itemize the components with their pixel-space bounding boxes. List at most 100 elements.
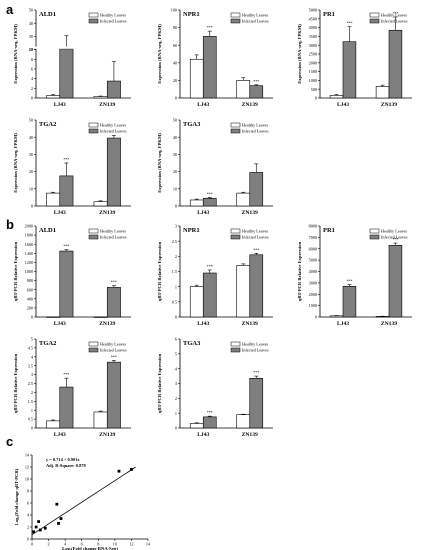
y-tick-label: 50 [173, 118, 177, 123]
legend-swatch-infected [230, 234, 241, 240]
y-axis-label: qRT-PCR Relative Expression [13, 241, 18, 301]
x-tick-label: LJ43 [337, 321, 349, 327]
y-tick-label: 6 [31, 67, 33, 72]
y-tick-label: 8 [27, 489, 29, 494]
y-tick-label: 6 [27, 501, 29, 506]
legend-label-infected: Infected Leaves [100, 19, 127, 24]
legend-label-infected: Infected Leaves [100, 235, 127, 240]
x-tick-label: 10 [113, 542, 117, 547]
legend-label-healthy: Healthy Leaves [381, 13, 408, 18]
y-axis-label: Expression (RNA-seq, FPKM) [157, 133, 162, 193]
y-axis-label: qRT-PCR Relative Expression [157, 353, 162, 413]
legend-label-healthy: Healthy Leaves [381, 229, 408, 234]
legend-label-infected: Infected Leaves [381, 19, 408, 24]
regression-r-square: Adj. R-Square: 0.878 [46, 463, 86, 468]
legend-swatch-healthy [88, 122, 99, 128]
bar-chart-pr1-b: 0 1000 2000 3000 4000 5000 6000 7000 8000 PR1 qRT-… [297, 224, 412, 327]
scatter-point [59, 517, 63, 520]
y-tick-label: 0 [31, 426, 33, 431]
y-tick-label: 1600 [25, 242, 33, 247]
significance-marker: *** [346, 21, 352, 26]
legend-swatch-infected [369, 234, 380, 240]
y-tick-label: 0.5 [28, 417, 33, 422]
x-tick-label: ZN139 [381, 321, 397, 327]
x-tick-label: LJ43 [197, 321, 209, 327]
y-tick-label: 2 [175, 254, 177, 259]
x-tick-label: ZN139 [99, 210, 115, 216]
chart-title: PR1 [323, 11, 335, 18]
bar-chart-tga2-a: 0 10 20 30 40 50 TGA2 Expression (RNA-seq, FPKM… [13, 118, 131, 216]
bar-healthy-lj43 [329, 315, 344, 318]
x-tick-label: ZN139 [242, 210, 258, 216]
legend-swatch-healthy [230, 228, 241, 234]
y-tick-label: 6 [175, 337, 177, 342]
legend-swatch-healthy [230, 341, 241, 347]
y-tick-label: 3 [175, 381, 177, 386]
bar-chart-tga3-a: 0 10 20 30 40 50 TGA3 Expression (RNA-seq, FPKM… [157, 118, 273, 216]
legend-swatch-healthy [369, 12, 380, 18]
y-tick-label: 0 [31, 315, 33, 320]
bar-healthy-lj43 [189, 58, 204, 99]
scatter-point [38, 528, 42, 532]
bar-healthy-lj43 [46, 420, 61, 429]
panel-label-c: c [6, 434, 14, 449]
regression-equation: y = 0.714 + 0.901x [46, 457, 80, 462]
y-axis-label: qRT-PCR Relative Expression [157, 241, 162, 301]
legend-label-infected: Infected Leaves [100, 129, 127, 134]
regression-line [31, 466, 136, 536]
y-tick-label: 50 [29, 8, 33, 13]
y-tick-label: 1 [175, 284, 177, 289]
x-tick-label: ZN139 [242, 321, 258, 327]
bar-infected-lj43 [59, 175, 74, 207]
y-axis-label: Expression (RNA-seq, FPKM) [157, 24, 162, 84]
y-tick-label: 3500 [309, 34, 317, 39]
bar-chart-npr1-b: 0 0.5 1 1.5 2 2.5 3 NPR1 qRT-PCR Relative Expres… [157, 224, 273, 327]
significance-marker: *** [392, 11, 398, 16]
y-axis-label: Expression (RNA-seq, FPKM) [13, 24, 18, 84]
y-tick-label: 0 [31, 204, 33, 209]
x-tick-label: 0 [31, 542, 33, 547]
y-tick-label: 30 [173, 152, 177, 157]
bar-infected-zn139 [106, 80, 121, 99]
x-tick-label: 12 [129, 542, 133, 547]
scatter-point [37, 520, 41, 523]
y-tick-label: 100 [171, 8, 177, 13]
y-tick-label: 3 [31, 372, 33, 377]
legend-swatch-infected [230, 128, 241, 134]
y-tick-label: 8000 [309, 224, 317, 229]
y-tick-label: 40 [173, 60, 177, 65]
y-tick-label: 1000 [25, 269, 33, 274]
legend-swatch-healthy [230, 122, 241, 128]
y-tick-label: 3000 [309, 280, 317, 285]
y-tick-label: 10 [173, 186, 177, 191]
x-tick-label: LJ43 [54, 432, 66, 438]
significance-marker: *** [253, 370, 259, 375]
legend-label-healthy: Healthy Leaves [242, 123, 269, 128]
y-tick-label: 30 [29, 152, 33, 157]
x-tick-label: 2 [48, 542, 50, 547]
y-tick-label: 40 [173, 135, 177, 140]
x-tick-label: LJ43 [337, 102, 349, 108]
bar-healthy-zn139 [375, 316, 390, 318]
y-tick-label: 1000 [309, 303, 317, 308]
significance-marker: *** [207, 25, 213, 30]
bar-chart-npr1-a: 0 20 40 60 80 100 NPR1 Expression (RNA-seq, FPK… [157, 8, 273, 108]
x-tick-label: 8 [97, 542, 99, 547]
bar-healthy-zn139 [236, 192, 251, 207]
y-axis-label: Log₂(Fold change qRT-PCR) [14, 468, 19, 525]
x-tick-label: LJ43 [197, 102, 209, 108]
x-tick-label: 4 [64, 542, 67, 547]
y-tick-label: 1400 [25, 251, 33, 256]
chart-title: TGA2 [39, 340, 56, 347]
scatter-point [117, 469, 121, 473]
y-tick-label: 0 [175, 315, 177, 320]
chart-title: PR1 [323, 227, 335, 234]
bar-infected-lj43 [202, 36, 217, 99]
legend-swatch-infected [88, 234, 99, 240]
significance-marker: *** [207, 264, 213, 269]
x-tick-label: ZN139 [242, 432, 258, 438]
y-tick-label: 1.5 [28, 399, 33, 404]
bar-healthy-zn139 [236, 414, 251, 429]
legend-label-healthy: Healthy Leaves [100, 13, 127, 18]
